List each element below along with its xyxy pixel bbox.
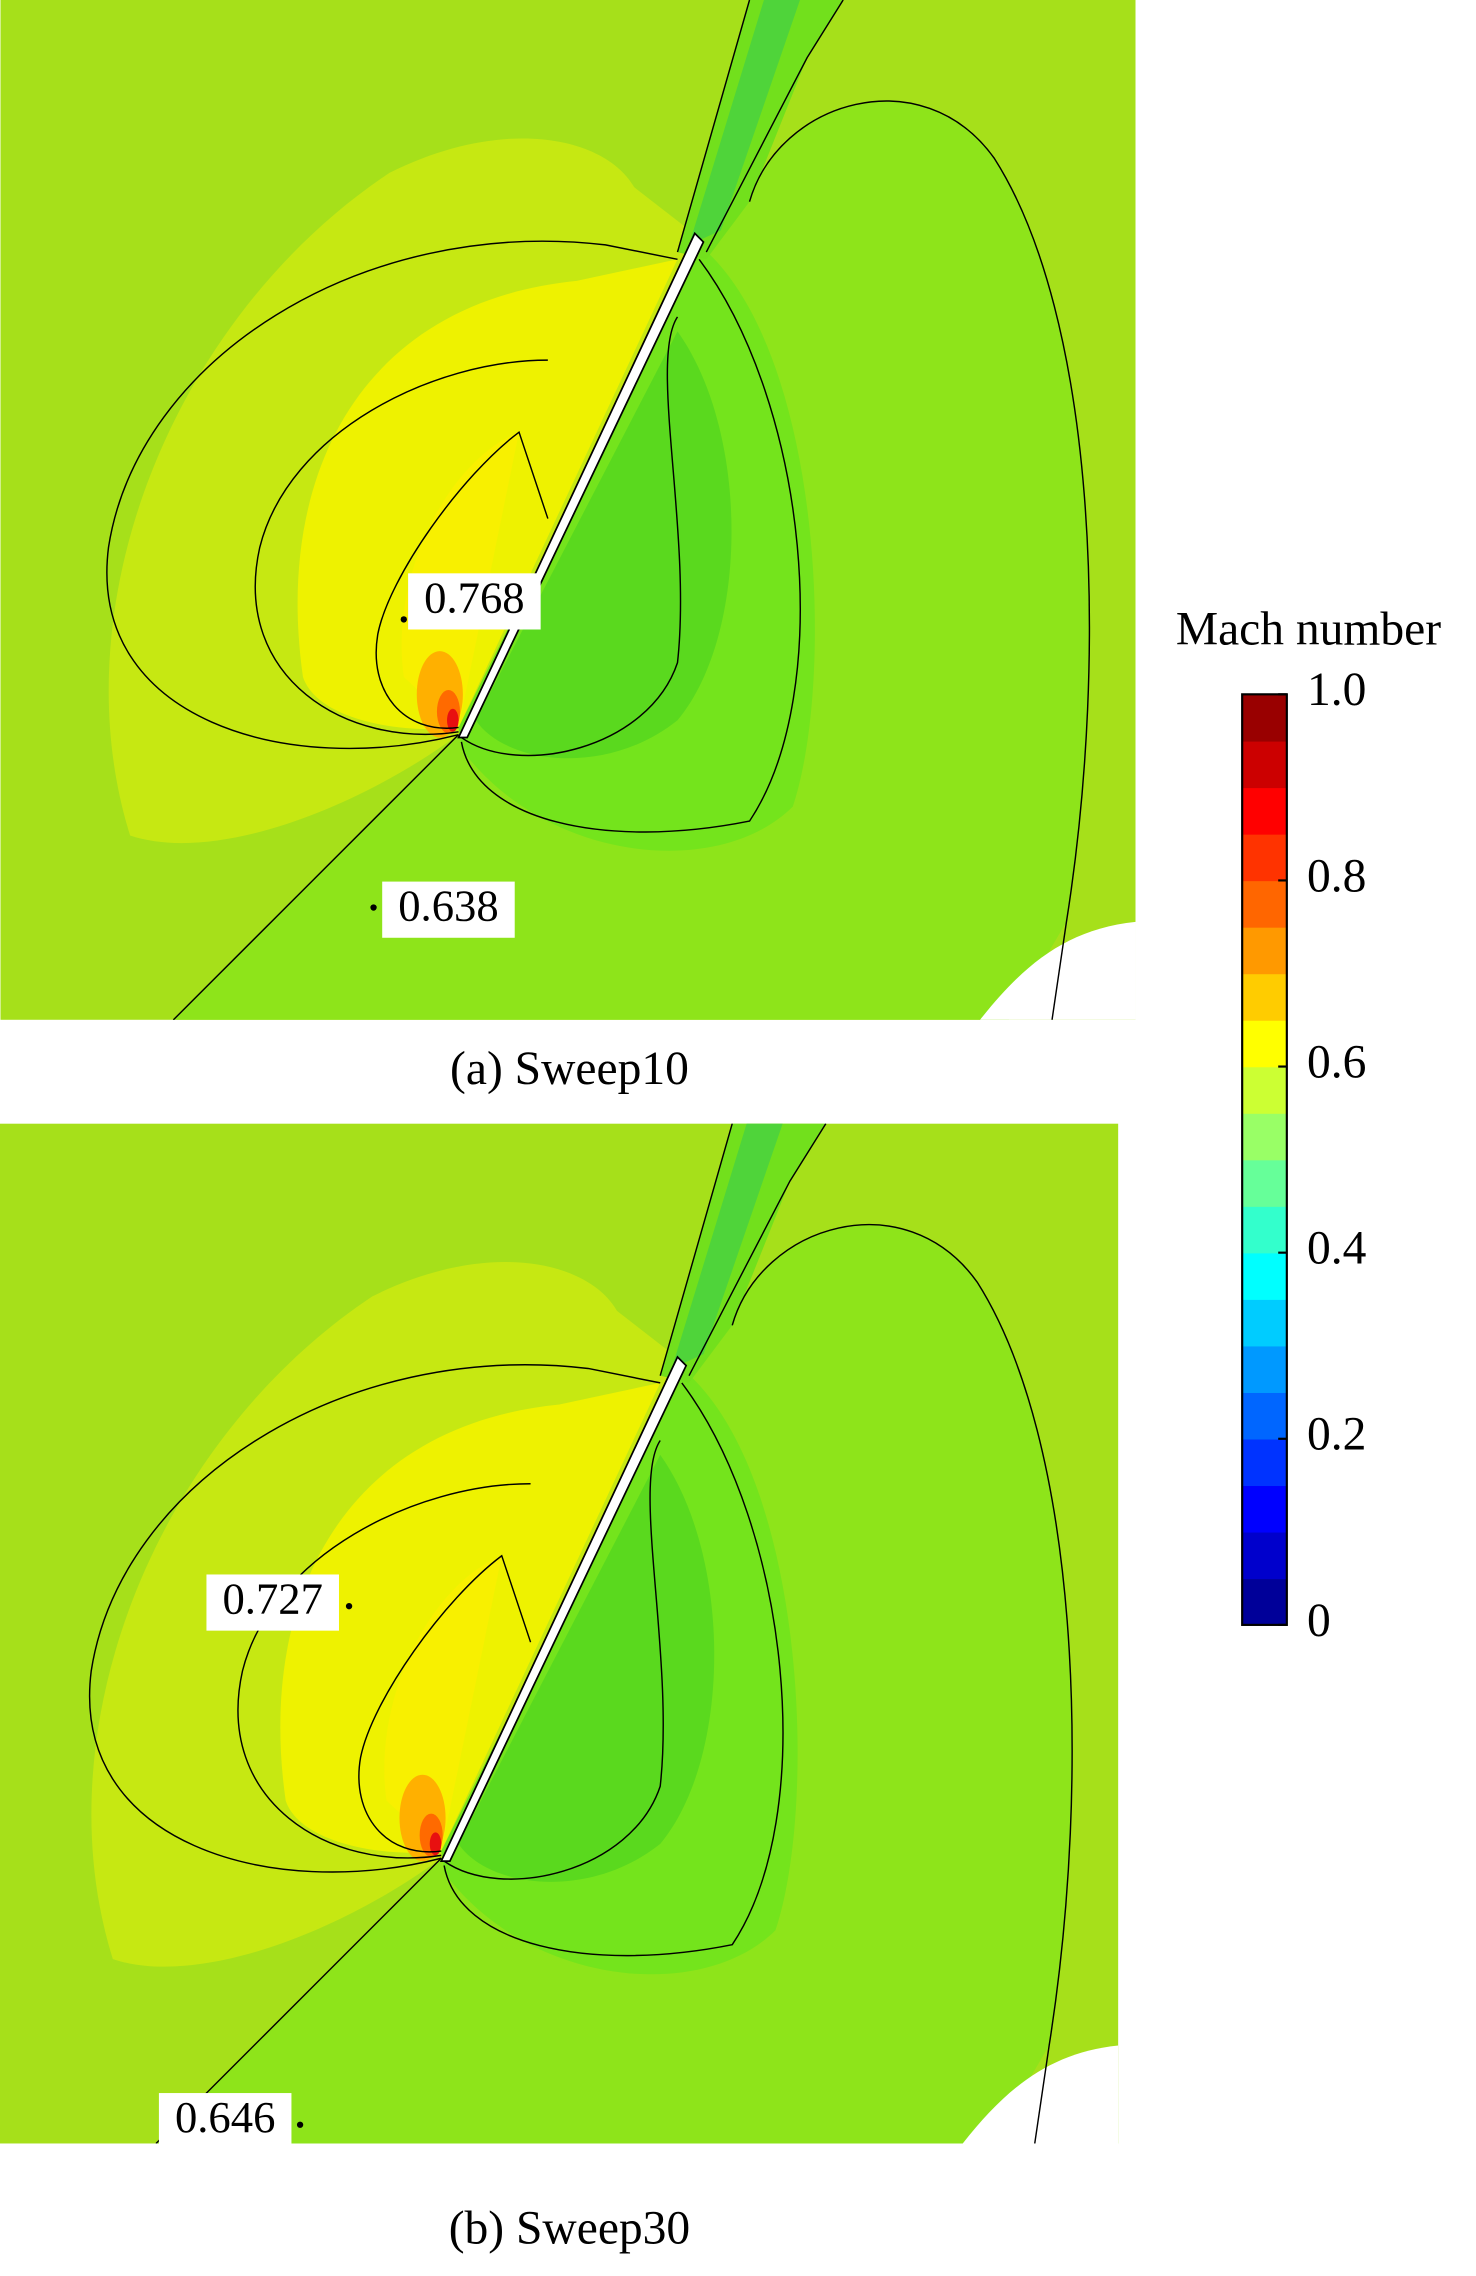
colorbar-band — [1242, 1020, 1287, 1068]
colorbar-tick-label: 0.8 — [1307, 850, 1366, 902]
label-box — [206, 1574, 339, 1631]
colorbar-band — [1242, 1345, 1287, 1393]
colorbar-tick-label: 0.4 — [1307, 1223, 1367, 1275]
colorbar-frame — [1241, 693, 1288, 1626]
probe-point — [370, 904, 377, 911]
label-box — [408, 573, 541, 630]
point-labels: 0.768 0.638 0.727 0.646 — [158, 572, 541, 2150]
colorbar-band — [1242, 833, 1287, 882]
colorbar-tick-label: 0.2 — [1307, 1409, 1366, 1461]
colorbar-band — [1242, 1578, 1287, 1626]
colorbar-band — [1242, 926, 1287, 975]
probe-point — [400, 616, 407, 623]
colorbar-band — [1242, 880, 1287, 928]
probe-label: 0.768 — [424, 572, 524, 622]
colorbar-band — [1242, 1392, 1287, 1440]
colorbar-band — [1242, 1531, 1287, 1580]
colorbar-band — [1242, 1252, 1287, 1300]
colorbar-band — [1242, 1206, 1287, 1254]
colorbar-band — [1242, 694, 1287, 742]
colorbar-band — [1242, 1299, 1287, 1347]
panel-caption: (b) Sweep30 — [449, 2203, 690, 2255]
probe-label: 0.646 — [175, 2092, 275, 2142]
contour-panel — [0, 0, 1135, 1020]
colorbar-band — [1242, 740, 1287, 789]
probe-point — [345, 1602, 353, 1610]
colorbar-title: Mach number — [1176, 604, 1441, 656]
colorbar-band — [1242, 1485, 1287, 1533]
colorbar-tick-label: 1.0 — [1307, 664, 1366, 716]
colorbar-band — [1242, 1438, 1287, 1487]
colorbar-tick-label: 0 — [1307, 1595, 1331, 1647]
colorbar: 0 0.2 0.4 0.6 0.8 1.0 — [1241, 664, 1367, 1647]
colorbar-tick-label: 0.6 — [1307, 1036, 1366, 1088]
label-box — [382, 881, 515, 938]
colorbar-band — [1242, 787, 1287, 835]
contour-field — [0, 0, 1135, 1020]
probe-label: 0.638 — [398, 881, 498, 931]
panel-caption: (a) Sweep10 — [450, 1043, 689, 1095]
colorbar-band — [1242, 973, 1287, 1021]
colorbar-band — [1242, 1066, 1287, 1114]
contour-field — [0, 1124, 1118, 2144]
label-box — [158, 2093, 292, 2150]
probe-label: 0.727 — [222, 1574, 322, 1624]
contour-panel — [0, 1124, 1118, 2144]
probe-point — [296, 2121, 304, 2128]
colorbar-band — [1242, 1113, 1287, 1161]
colorbar-band — [1242, 1159, 1287, 1207]
